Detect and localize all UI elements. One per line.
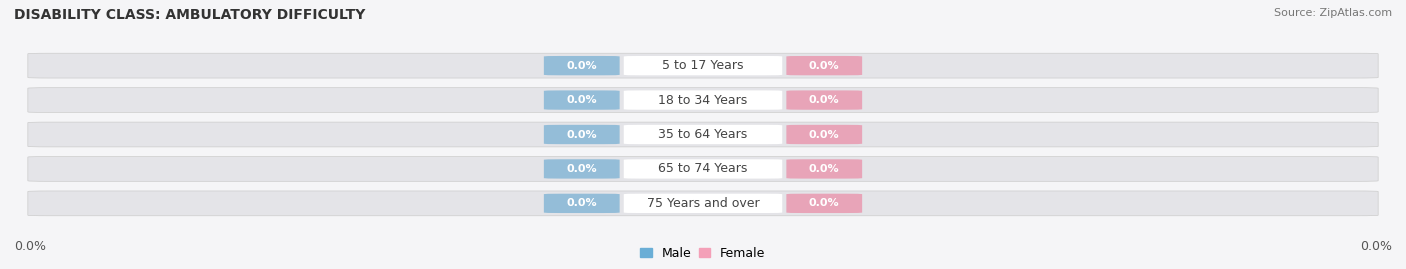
FancyBboxPatch shape xyxy=(544,125,620,144)
Text: 0.0%: 0.0% xyxy=(567,129,598,140)
FancyBboxPatch shape xyxy=(786,125,862,144)
FancyBboxPatch shape xyxy=(544,194,620,213)
Text: 0.0%: 0.0% xyxy=(567,164,598,174)
Text: 0.0%: 0.0% xyxy=(808,198,839,208)
Text: 0.0%: 0.0% xyxy=(1360,240,1392,253)
FancyBboxPatch shape xyxy=(544,56,620,75)
Text: 65 to 74 Years: 65 to 74 Years xyxy=(658,162,748,175)
FancyBboxPatch shape xyxy=(544,159,620,179)
FancyBboxPatch shape xyxy=(28,122,1378,147)
FancyBboxPatch shape xyxy=(28,53,1378,78)
Text: 5 to 17 Years: 5 to 17 Years xyxy=(662,59,744,72)
Text: 75 Years and over: 75 Years and over xyxy=(647,197,759,210)
Text: 0.0%: 0.0% xyxy=(808,164,839,174)
Text: 18 to 34 Years: 18 to 34 Years xyxy=(658,94,748,107)
Text: 0.0%: 0.0% xyxy=(567,61,598,71)
FancyBboxPatch shape xyxy=(624,56,782,75)
FancyBboxPatch shape xyxy=(786,194,862,213)
Text: 0.0%: 0.0% xyxy=(14,240,46,253)
Text: 35 to 64 Years: 35 to 64 Years xyxy=(658,128,748,141)
FancyBboxPatch shape xyxy=(624,194,782,213)
Text: 0.0%: 0.0% xyxy=(808,95,839,105)
FancyBboxPatch shape xyxy=(786,159,862,179)
FancyBboxPatch shape xyxy=(624,159,782,179)
Legend: Male, Female: Male, Female xyxy=(641,247,765,260)
Text: Source: ZipAtlas.com: Source: ZipAtlas.com xyxy=(1274,8,1392,18)
FancyBboxPatch shape xyxy=(624,125,782,144)
Text: 0.0%: 0.0% xyxy=(567,198,598,208)
FancyBboxPatch shape xyxy=(28,191,1378,216)
Text: 0.0%: 0.0% xyxy=(808,129,839,140)
Text: DISABILITY CLASS: AMBULATORY DIFFICULTY: DISABILITY CLASS: AMBULATORY DIFFICULTY xyxy=(14,8,366,22)
FancyBboxPatch shape xyxy=(544,90,620,110)
FancyBboxPatch shape xyxy=(624,90,782,110)
Text: 0.0%: 0.0% xyxy=(567,95,598,105)
FancyBboxPatch shape xyxy=(28,157,1378,181)
FancyBboxPatch shape xyxy=(786,90,862,110)
Text: 0.0%: 0.0% xyxy=(808,61,839,71)
FancyBboxPatch shape xyxy=(786,56,862,75)
FancyBboxPatch shape xyxy=(28,88,1378,112)
